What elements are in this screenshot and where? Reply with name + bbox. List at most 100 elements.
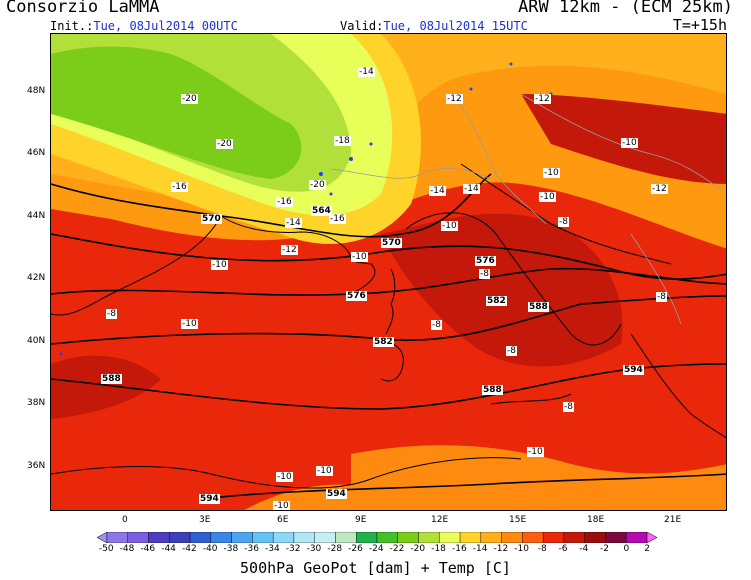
colorbar-swatch (459, 532, 482, 543)
temp-contour-label: -12 (281, 245, 298, 255)
colorbar-tick-label: -28 (327, 544, 343, 554)
colorbar-tick-label: -4 (579, 544, 589, 554)
lat-label-48n: 48N (27, 86, 46, 96)
temp-contour-label: -12 (534, 94, 551, 104)
geopot-contour-label: 576 (475, 256, 496, 266)
lon-label-6e: 6E (277, 515, 289, 525)
temp-contour-label: -20 (309, 180, 326, 190)
temp-contour-label: -14 (285, 218, 302, 228)
colorbar-tick-label: -10 (514, 544, 529, 554)
temp-contour-label: -10 (181, 319, 198, 329)
colorbar-tick-label: -6 (558, 544, 568, 554)
colorbar-tick-label: -48 (119, 544, 135, 554)
colorbar-tick-label: -36 (244, 544, 259, 554)
colorbar-tick-label: -2 (600, 544, 610, 554)
temp-contour-label: -10 (539, 192, 556, 202)
country-borders (330, 93, 726, 325)
lon-label-12e: 12E (431, 515, 449, 525)
colorbar-swatch (356, 532, 378, 543)
colorbar-max-arrow (646, 532, 657, 543)
init-label: Init.: (50, 19, 94, 33)
colorbar-tick-label: -8 (537, 544, 547, 554)
colorbar-swatch (293, 532, 315, 543)
valid-value: Tue, 08Jul2014 15UTC (383, 19, 528, 33)
temp-contour-label: -12 (446, 94, 463, 104)
init-value: Tue, 08Jul2014 00UTC (93, 19, 238, 33)
lat-label-46n: 46N (27, 148, 46, 158)
temp-contour-label: -10 (273, 501, 290, 511)
temp-contour-label: -8 (479, 269, 490, 279)
temp-contour-label: -20 (181, 94, 198, 104)
colorbar-swatch (127, 532, 149, 543)
colorbar-tick-label: -12 (493, 544, 509, 554)
temp-contour-label: -10 (211, 260, 228, 270)
colorbar-swatch (169, 532, 191, 543)
geopot-contour-label: 594 (623, 365, 644, 375)
temp-contour-label: -12 (651, 184, 668, 194)
colorbar-swatch (626, 532, 648, 543)
geopot-contour-label: 582 (486, 296, 507, 306)
colorbar-tick-label: -38 (223, 544, 239, 554)
forecast-step: T=+15h (672, 16, 727, 34)
temp-contour-label: -10 (441, 221, 458, 231)
colorbar-tick-label: -22 (389, 544, 405, 554)
temp-contour-label: -8 (656, 292, 667, 302)
geopot-contour-label: 594 (199, 494, 220, 504)
lat-label-42n: 42N (27, 273, 46, 283)
colorbar-tick-label: -42 (181, 544, 197, 554)
temp-contour-label: -14 (429, 186, 446, 196)
colorbar-tick-label: -34 (265, 544, 280, 554)
org-title: Consorzio LaMMA (6, 0, 160, 17)
colorbar-tick-label: -16 (451, 544, 467, 554)
temp-contour-label: -8 (558, 217, 569, 227)
temp-contour-label: -14 (358, 67, 375, 77)
colorbar-tick-label: 2 (644, 544, 651, 554)
temp-contour-label: -16 (276, 197, 293, 207)
lakes (59, 62, 553, 356)
colorbar-swatch (189, 532, 212, 543)
temp-contour-label: -8 (563, 402, 574, 412)
colorbar-swatch (418, 532, 440, 543)
lon-label-9e: 9E (355, 515, 367, 525)
lon-label-18e: 18E (587, 515, 605, 525)
colorbar-tick-label: -40 (202, 544, 218, 554)
geopot-contour-label: 570 (381, 238, 402, 248)
lon-label-3e: 3E (199, 515, 211, 525)
colorbar-tick-label: -14 (472, 544, 488, 554)
map-field (51, 34, 726, 510)
lat-label-44n: 44N (27, 211, 46, 221)
geopotential-isolines (51, 173, 726, 500)
colorbar-swatch (563, 532, 585, 543)
temp-contour-label: -16 (171, 182, 188, 192)
temp-contour-label: -10 (543, 168, 560, 178)
valid-label: Valid: (340, 19, 384, 33)
lat-label-40n: 40N (27, 336, 46, 346)
colorbar-swatch (480, 532, 502, 543)
temp-contour-label: -10 (351, 252, 368, 262)
colorbar-swatch (231, 532, 253, 543)
colorbar-tick-label: -50 (98, 544, 114, 554)
colorbar-swatch (542, 532, 565, 543)
geopot-contour-label: 594 (326, 489, 347, 499)
colorbar-tick-label: -32 (285, 544, 301, 554)
colorbar-tick-label: -30 (306, 544, 322, 554)
geopot-contour-label: 588 (482, 385, 503, 395)
colorbar-swatch (272, 532, 295, 543)
temp-contour-label: -8 (506, 346, 517, 356)
colorbar-swatch (501, 532, 523, 543)
temp-contour-label: -14 (463, 184, 480, 194)
colorbar-swatch (376, 532, 398, 543)
geopot-contour-label: 570 (201, 214, 222, 224)
temp-contour-label: -8 (106, 309, 117, 319)
lat-label-36n: 36N (27, 461, 46, 471)
temp-contour-label: -10 (316, 466, 333, 476)
geopot-contour-label: 588 (101, 374, 122, 384)
weather-map: -20 -20 -18 -20 -16 -16 -16 -14 -14 -14 -12 -12 -14 -… (50, 33, 727, 511)
temp-contour-label: -10 (527, 447, 544, 457)
colorbar-min-arrow (97, 532, 108, 543)
colorbar-swatch (439, 532, 461, 543)
temp-contour-label: -18 (334, 136, 351, 146)
lat-label-38n: 38N (27, 398, 46, 408)
colorbar-tick-label: -44 (161, 544, 176, 554)
colorbar-tick-label: -26 (348, 544, 363, 554)
